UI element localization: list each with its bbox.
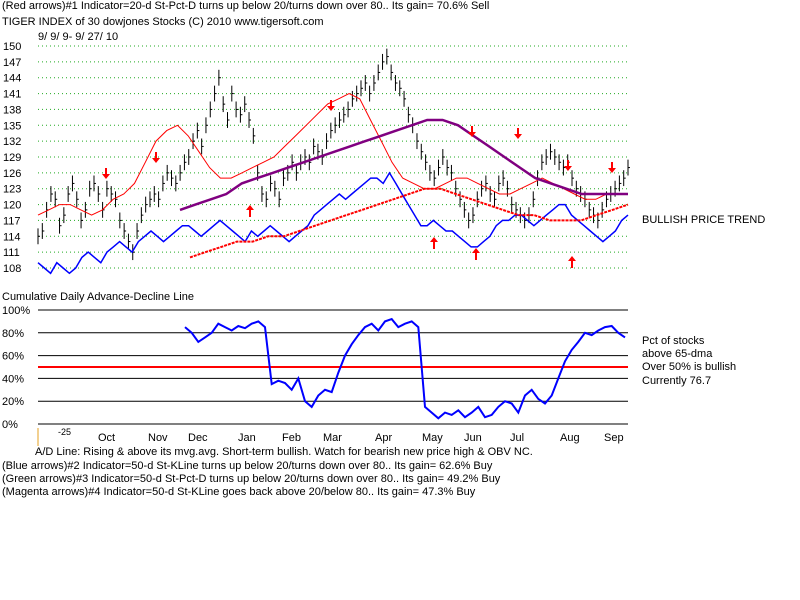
sell-arrow-icon bbox=[608, 168, 616, 173]
lower-y-tick: 20% bbox=[2, 396, 24, 408]
upper-y-tick: 138 bbox=[3, 104, 21, 116]
footer-magenta: (Magenta arrows)#4 Indicator=50-d St-KLi… bbox=[2, 486, 476, 498]
upper-y-tick: 120 bbox=[3, 200, 21, 212]
ad_ma-line bbox=[189, 187, 629, 259]
month-label: Jul bbox=[510, 432, 524, 444]
footer-blue: (Blue arrows)#2 Indicator=50-d St-KLine … bbox=[2, 460, 493, 472]
ad-note: A/D Line: Rising & above its mvg.avg. Sh… bbox=[35, 446, 533, 458]
upper-grid bbox=[38, 45, 628, 269]
lower-y-axis: 0% 20% 40% 60% 80% 100% bbox=[2, 305, 30, 431]
month-label: Aug bbox=[560, 432, 580, 444]
upper-y-tick: 123 bbox=[3, 184, 21, 196]
month-label: Sep bbox=[604, 432, 624, 444]
ma21-line bbox=[37, 93, 628, 216]
pct-label-2: above 65-dma bbox=[642, 348, 713, 360]
date-range: 9/ 9/ 9- 9/ 27/ 10 bbox=[38, 31, 119, 43]
upper-y-tick: 126 bbox=[3, 168, 21, 180]
upper-y-tick: 135 bbox=[3, 120, 21, 132]
sell-arrow-icon bbox=[327, 106, 335, 111]
pct-label-4: Currently 76.7 bbox=[642, 375, 712, 387]
lower-y-tick: 60% bbox=[2, 351, 24, 363]
pct-label-3: Over 50% is bullish bbox=[642, 361, 737, 373]
sell-arrow-icon bbox=[152, 158, 160, 163]
upper-y-tick: 144 bbox=[3, 73, 21, 85]
footer-green: (Green arrows)#3 Indicator=50-d St-Pct-D… bbox=[2, 473, 501, 485]
month-label: Jun bbox=[464, 432, 482, 444]
buy-arrow-icon bbox=[246, 205, 254, 210]
sell-arrow-icon bbox=[102, 174, 110, 179]
month-label: Mar bbox=[323, 432, 342, 444]
upper-y-tick: 132 bbox=[3, 136, 21, 148]
pct-label-1: Pct of stocks bbox=[642, 335, 705, 347]
month-label: Apr bbox=[375, 432, 392, 444]
lower-y-tick: 0% bbox=[2, 419, 18, 431]
chart-title: TIGER INDEX of 30 dowjones Stocks (C) 20… bbox=[2, 16, 324, 28]
header-line1: (Red arrows)#1 Indicator=20-d St-Pct-D t… bbox=[2, 0, 490, 12]
month-label: Jan bbox=[238, 432, 256, 444]
upper-y-tick: 111 bbox=[3, 247, 20, 259]
lower-y-tick: 80% bbox=[2, 328, 24, 340]
upper-y-tick: 114 bbox=[3, 231, 21, 243]
lower-y-tick: 40% bbox=[2, 373, 24, 385]
ad-line-title: Cumulative Daily Advance-Decline Line bbox=[2, 291, 194, 303]
month-label: Oct bbox=[98, 432, 115, 444]
lower-y-tick: 100% bbox=[2, 305, 30, 317]
ma65-line bbox=[179, 118, 628, 212]
lower-grid bbox=[38, 309, 628, 425]
buy-arrow-icon bbox=[430, 237, 438, 242]
upper-series bbox=[37, 48, 630, 275]
month-label: May bbox=[422, 432, 443, 444]
ad_line-line bbox=[37, 171, 629, 275]
upper-y-axis: 108 111 114 117 120 123 126 129 132 135 138 141 144 1… bbox=[3, 41, 21, 275]
upper-y-tick: 129 bbox=[3, 152, 21, 164]
buy-arrow-icon bbox=[568, 256, 576, 261]
month-label: Dec bbox=[188, 432, 208, 444]
upper-y-tick: 150 bbox=[3, 41, 21, 53]
pct-line bbox=[184, 317, 626, 420]
month-label: Feb bbox=[282, 432, 301, 444]
upper-y-tick: 141 bbox=[3, 89, 21, 101]
upper-arrows bbox=[102, 100, 616, 268]
upper-y-tick: 108 bbox=[3, 263, 21, 275]
month-label: Nov bbox=[148, 432, 168, 444]
stub-label: -25 bbox=[58, 427, 72, 437]
buy-arrow-icon bbox=[472, 248, 480, 253]
upper-y-tick: 117 bbox=[3, 215, 21, 227]
sell-arrow-icon bbox=[468, 132, 476, 137]
sell-arrow-icon bbox=[564, 166, 572, 171]
bullish-trend-label: BULLISH PRICE TREND bbox=[642, 214, 766, 226]
month-labels: Oct Nov Dec Jan Feb Mar Apr May Jun Jul Aug Sep bbox=[37, 428, 624, 446]
lower-series bbox=[184, 317, 626, 420]
sell-arrow-icon bbox=[514, 134, 522, 139]
upper-y-tick: 147 bbox=[3, 57, 21, 69]
